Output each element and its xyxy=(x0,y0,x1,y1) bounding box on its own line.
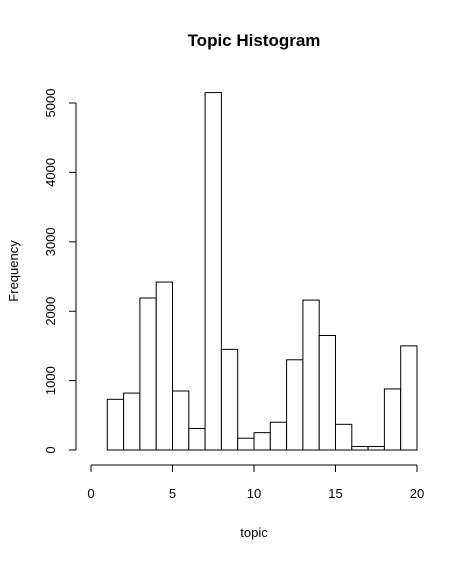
histogram-bar-18 xyxy=(383,388,402,451)
histogram-bar-1 xyxy=(106,398,125,451)
y-tick-label-0: 0 xyxy=(43,446,58,453)
y-tick-label-2000: 2000 xyxy=(43,297,58,326)
x-tick-label-10: 10 xyxy=(247,486,261,501)
histogram-bar-8 xyxy=(220,348,239,451)
histogram-bar-12 xyxy=(286,359,304,451)
y-tick-label-4000: 4000 xyxy=(43,158,58,187)
histogram-bar-3 xyxy=(139,297,157,451)
y-axis: 0 1000 2000 3000 4000 5000 xyxy=(43,89,77,454)
histogram-bar-11 xyxy=(269,421,288,451)
histogram-bar-17 xyxy=(367,446,385,451)
histogram-bar-15 xyxy=(335,423,353,451)
x-tick-label-0: 0 xyxy=(87,486,94,501)
chart-title: Topic Histogram xyxy=(188,31,321,50)
histogram-bar-19 xyxy=(400,345,418,451)
histogram-bar-2 xyxy=(123,392,141,451)
histogram-bar-4 xyxy=(155,281,173,451)
x-axis-label: topic xyxy=(240,525,268,540)
y-tick-label-5000: 5000 xyxy=(43,89,58,118)
histogram-bar-14 xyxy=(318,334,337,451)
histogram-bar-6 xyxy=(188,427,206,451)
x-tick-label-15: 15 xyxy=(328,486,342,501)
y-tick-label-1000: 1000 xyxy=(43,366,58,395)
x-tick-label-5: 5 xyxy=(169,486,176,501)
histogram-bar-13 xyxy=(302,299,320,451)
histogram-bar-16 xyxy=(351,446,369,451)
histogram-bar-5 xyxy=(172,390,190,451)
x-axis: 0 5 10 15 20 xyxy=(87,464,424,501)
histogram-bar-9 xyxy=(237,437,255,451)
y-tick-label-3000: 3000 xyxy=(43,227,58,256)
histogram-bar-7 xyxy=(204,92,222,451)
histogram-bar-10 xyxy=(253,432,271,451)
y-axis-label: Frequency xyxy=(6,240,21,302)
bars-group xyxy=(106,92,418,451)
x-tick-label-20: 20 xyxy=(410,486,424,501)
